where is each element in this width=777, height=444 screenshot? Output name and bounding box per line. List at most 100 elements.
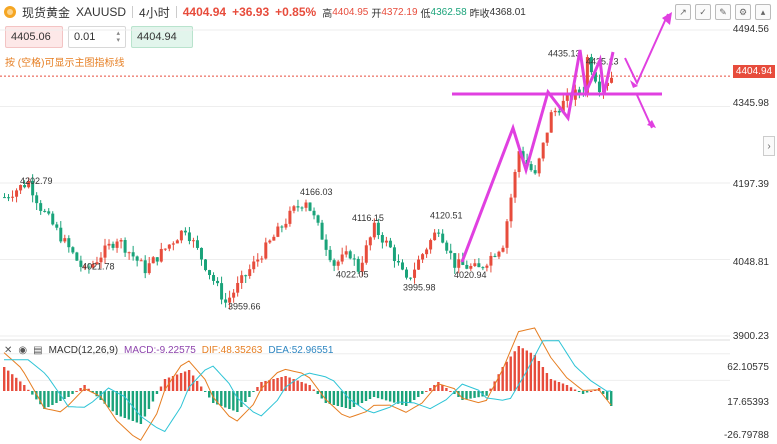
macd-histogram-bar bbox=[83, 385, 86, 391]
arrowhead-icon bbox=[662, 12, 672, 25]
macd-histogram-bar bbox=[465, 391, 468, 400]
candle-body bbox=[593, 72, 597, 82]
macd-histogram-bar bbox=[441, 385, 444, 391]
macd-histogram-bar bbox=[589, 391, 593, 392]
price-annotation: 4021.78 bbox=[82, 261, 115, 271]
candle-body bbox=[159, 248, 163, 262]
macd-histogram-bar bbox=[99, 391, 102, 400]
candle-body bbox=[437, 232, 441, 234]
last-price: 4404.94 bbox=[182, 5, 227, 19]
candle-body bbox=[300, 207, 304, 209]
macd-histogram-bar bbox=[87, 388, 90, 391]
divider bbox=[132, 6, 134, 18]
macd-histogram-bar bbox=[47, 391, 50, 407]
candle-body bbox=[312, 210, 316, 216]
buy-button[interactable]: 4404.94 bbox=[131, 26, 193, 48]
quantity-value: 0.01 bbox=[74, 31, 96, 43]
macd-histogram-bar bbox=[280, 377, 283, 391]
candle-body bbox=[232, 292, 236, 298]
check-icon[interactable]: ✓ bbox=[695, 4, 711, 20]
candle-body bbox=[597, 81, 601, 93]
candle-body bbox=[276, 226, 280, 237]
candle-body bbox=[228, 297, 232, 303]
settings-icon[interactable]: ⚙ bbox=[735, 4, 751, 20]
candle-body bbox=[372, 222, 376, 238]
candle-body bbox=[332, 260, 336, 266]
macd-histogram-bar bbox=[195, 381, 199, 391]
candle-body bbox=[352, 258, 356, 260]
macd-histogram-bar bbox=[3, 367, 6, 391]
macd-histogram-bar bbox=[308, 385, 311, 391]
up-trend-icon[interactable]: ↗ bbox=[675, 4, 691, 20]
candle-body bbox=[344, 251, 348, 255]
axis-label: 4494.56 bbox=[732, 24, 769, 35]
candle-body bbox=[95, 262, 99, 264]
candle-body bbox=[183, 230, 187, 233]
close-icon[interactable]: ✕ bbox=[4, 345, 13, 356]
macd-histogram-bar bbox=[304, 383, 307, 391]
prev-close-value: 4368.01 bbox=[489, 6, 526, 18]
macd-histogram-bar bbox=[553, 380, 557, 391]
current-price-tag: 4404.94 bbox=[733, 65, 775, 78]
candle-body bbox=[497, 251, 501, 257]
quantity-stepper[interactable]: 0.01 ▴ ▾ bbox=[68, 26, 126, 48]
macd-histogram-bar bbox=[155, 391, 159, 394]
sell-button[interactable]: 4405.06 bbox=[5, 26, 63, 48]
macd-histogram-bar bbox=[545, 373, 549, 391]
macd-histogram-bar bbox=[143, 391, 147, 417]
collapse-icon[interactable]: ▴ bbox=[755, 4, 771, 20]
macd-histogram-bar bbox=[437, 382, 440, 391]
candle-body bbox=[75, 252, 79, 261]
candle-body bbox=[59, 227, 63, 242]
candle-body bbox=[123, 240, 127, 253]
macd-histogram-bar bbox=[236, 391, 239, 412]
macd-histogram-bar bbox=[316, 391, 319, 394]
candle-body bbox=[272, 236, 276, 241]
timeframe-selector[interactable]: 4小时 bbox=[139, 5, 170, 20]
candle-body bbox=[155, 257, 159, 262]
expand-panel-icon[interactable]: › bbox=[763, 136, 775, 156]
candle-body bbox=[348, 251, 352, 259]
macd-histogram-bar bbox=[296, 380, 299, 391]
macd-histogram-bar bbox=[312, 389, 315, 391]
macd-histogram-bar bbox=[445, 388, 448, 391]
macd-histogram-bar bbox=[35, 391, 38, 400]
candle-body bbox=[252, 261, 256, 270]
macd-histogram-bar bbox=[493, 381, 496, 391]
macd-histogram-bar bbox=[517, 346, 520, 391]
macd-histogram-bar bbox=[39, 391, 42, 405]
candle-body bbox=[195, 240, 199, 248]
dif-value: 48.35263 bbox=[220, 345, 263, 356]
macd-histogram-bar bbox=[179, 373, 183, 391]
pencil-icon[interactable]: ✎ bbox=[715, 4, 731, 20]
macd-histogram-bar bbox=[272, 379, 275, 391]
macd-histogram-bar bbox=[421, 391, 424, 394]
macd-histogram-bar bbox=[260, 382, 263, 391]
macd-histogram-bar bbox=[300, 382, 303, 391]
candle-body bbox=[7, 197, 11, 199]
instrument-name[interactable]: 现货黄金 bbox=[22, 5, 71, 20]
candle-body bbox=[260, 258, 264, 260]
macd-histogram-bar bbox=[344, 391, 348, 408]
candle-body bbox=[589, 57, 593, 73]
macd-histogram-bar bbox=[324, 391, 327, 403]
macd-histogram-bar bbox=[364, 391, 368, 401]
stepper-arrows-icon[interactable]: ▴ ▾ bbox=[116, 30, 120, 44]
macd-histogram-bar bbox=[521, 348, 524, 391]
candle-body bbox=[529, 164, 533, 171]
candle-body bbox=[320, 222, 324, 240]
eye-icon[interactable]: ◉ bbox=[18, 345, 28, 356]
axis-label: 4345.98 bbox=[732, 98, 769, 109]
menu-icon[interactable]: ▤ bbox=[33, 345, 43, 356]
macd-histogram-bar bbox=[7, 370, 10, 391]
candle-body bbox=[15, 190, 19, 197]
candle-body bbox=[405, 269, 408, 278]
macd-histogram-bar bbox=[79, 388, 82, 391]
macd-histogram-bar bbox=[485, 391, 488, 396]
macd-histogram-bar bbox=[23, 385, 26, 391]
candle-body bbox=[380, 235, 384, 243]
symbol[interactable]: XAUUSD bbox=[76, 5, 127, 19]
candle-body bbox=[541, 142, 545, 159]
price-chart[interactable]: 4202.79 4021.78 3959.66 4166.03 4022.05 4116.… bbox=[0, 0, 730, 444]
macd-histogram-bar bbox=[557, 382, 561, 391]
